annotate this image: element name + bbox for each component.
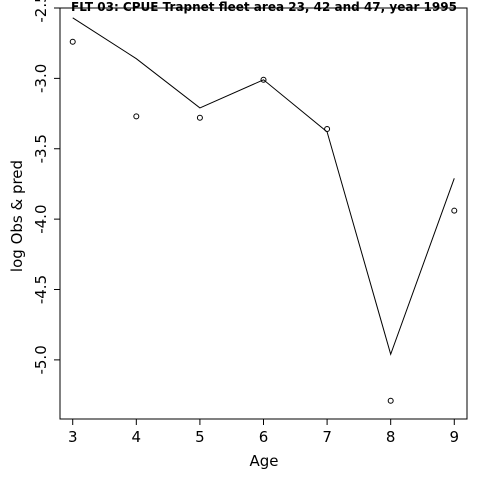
observed-point [69,38,76,45]
plot-frame [59,7,468,420]
observed-point [260,76,267,83]
observed-point [387,397,394,404]
observed-point [196,114,203,121]
x-tick-label: 9 [450,428,460,446]
y-tick-label: -4.5 [32,275,50,304]
y-tick-label: -3.5 [32,134,50,163]
chart-title: FLT 03: CPUE Trapnet fleet area 23, 42 a… [71,0,457,14]
y-axis: -2.5 -3.0 -3.5 -4.0 -4.5 -5.0 [32,0,60,375]
y-tick-label: -3.0 [32,64,50,93]
series-layer [69,17,458,404]
y-tick-label: -4.0 [32,204,50,233]
x-axis: 3 4 5 6 7 8 9 [68,419,459,446]
observed-point [451,207,458,214]
y-tick-label: -5.0 [32,345,50,374]
x-tick-label: 3 [68,428,78,446]
x-tick-label: 6 [259,428,269,446]
x-tick-label: 7 [322,428,332,446]
x-tick-label: 8 [386,428,396,446]
x-axis-label: Age [249,452,278,470]
y-axis-label: log Obs & pred [8,160,26,272]
observed-point [133,113,140,120]
y-tick-label: -2.5 [32,0,50,23]
x-tick-label: 4 [132,428,142,446]
predicted-line [72,17,455,356]
x-tick-label: 5 [195,428,205,446]
